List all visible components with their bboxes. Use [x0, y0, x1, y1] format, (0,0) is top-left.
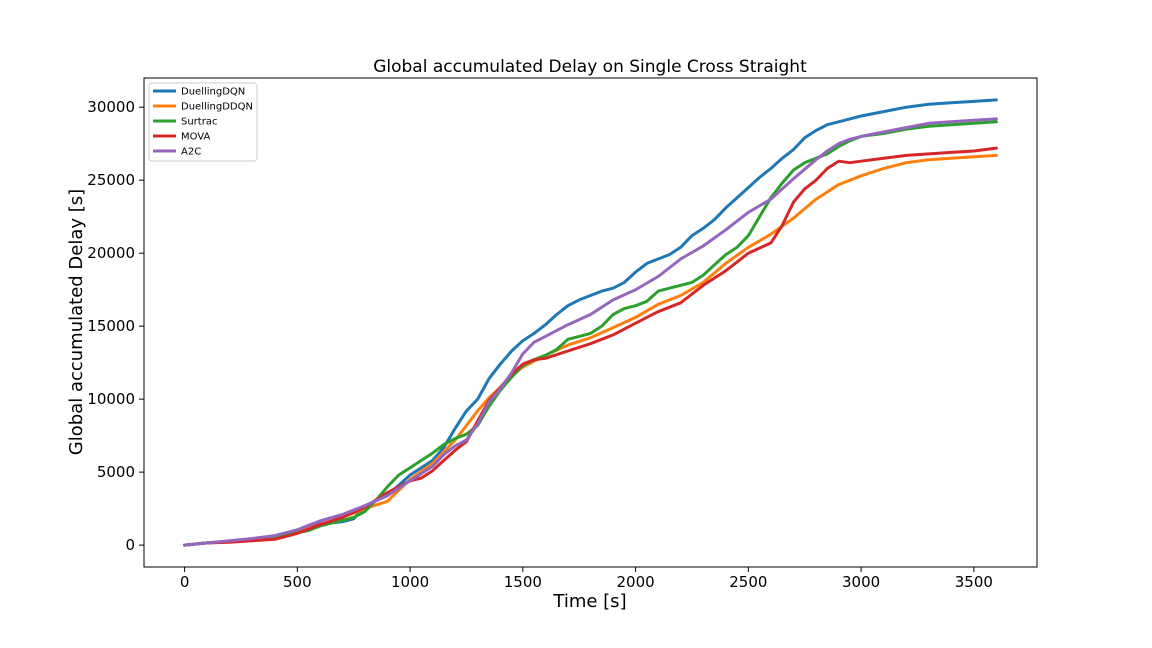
series-layer: [183, 98, 998, 547]
x-tick-label: 2500: [729, 573, 767, 591]
y-tick-label: 5000: [97, 463, 135, 481]
x-tick-label: 0: [180, 573, 190, 591]
legend-label-mova: MOVA: [181, 132, 211, 143]
x-tick-label: 1000: [391, 573, 429, 591]
chart-title: Global accumulated Delay on Single Cross…: [373, 57, 807, 77]
legend-label-surtrac: Surtrac: [181, 117, 217, 128]
y-tick-label: 30000: [87, 98, 135, 116]
x-axis-label: Time [s]: [552, 591, 626, 612]
legend-label-a2c: A2C: [181, 147, 201, 158]
x-tick-label: 1500: [504, 573, 542, 591]
legend-label-duellingdqn: DuellingDQN: [181, 87, 245, 98]
series-line-a2c: [183, 117, 998, 547]
x-tick-label: 2000: [617, 573, 655, 591]
plot-area-frame: [143, 77, 1038, 568]
legend-label-duellingddqn: DuellingDDQN: [181, 102, 253, 113]
y-tick-label: 20000: [87, 244, 135, 262]
x-axis-ticks: 0 500 1000 1500 2000 2500 3000 3500: [180, 567, 993, 591]
y-tick-label: 0: [125, 536, 135, 554]
legend-frame: [148, 82, 258, 162]
x-tick-label: 500: [283, 573, 312, 591]
y-tick-label: 15000: [87, 317, 135, 335]
legend: DuellingDQN DuellingDDQN Surtrac MOVA A2C: [148, 82, 258, 162]
y-tick-label: 25000: [87, 171, 135, 189]
x-tick-label: 3000: [842, 573, 880, 591]
y-tick-label: 10000: [87, 390, 135, 408]
x-tick-label: 3500: [955, 573, 993, 591]
series-line-mova: [183, 146, 998, 547]
y-axis-ticks: 0 5000 10000 15000 20000 25000 30000: [87, 98, 144, 554]
y-axis-label: Global accumulated Delay [s]: [66, 189, 87, 455]
